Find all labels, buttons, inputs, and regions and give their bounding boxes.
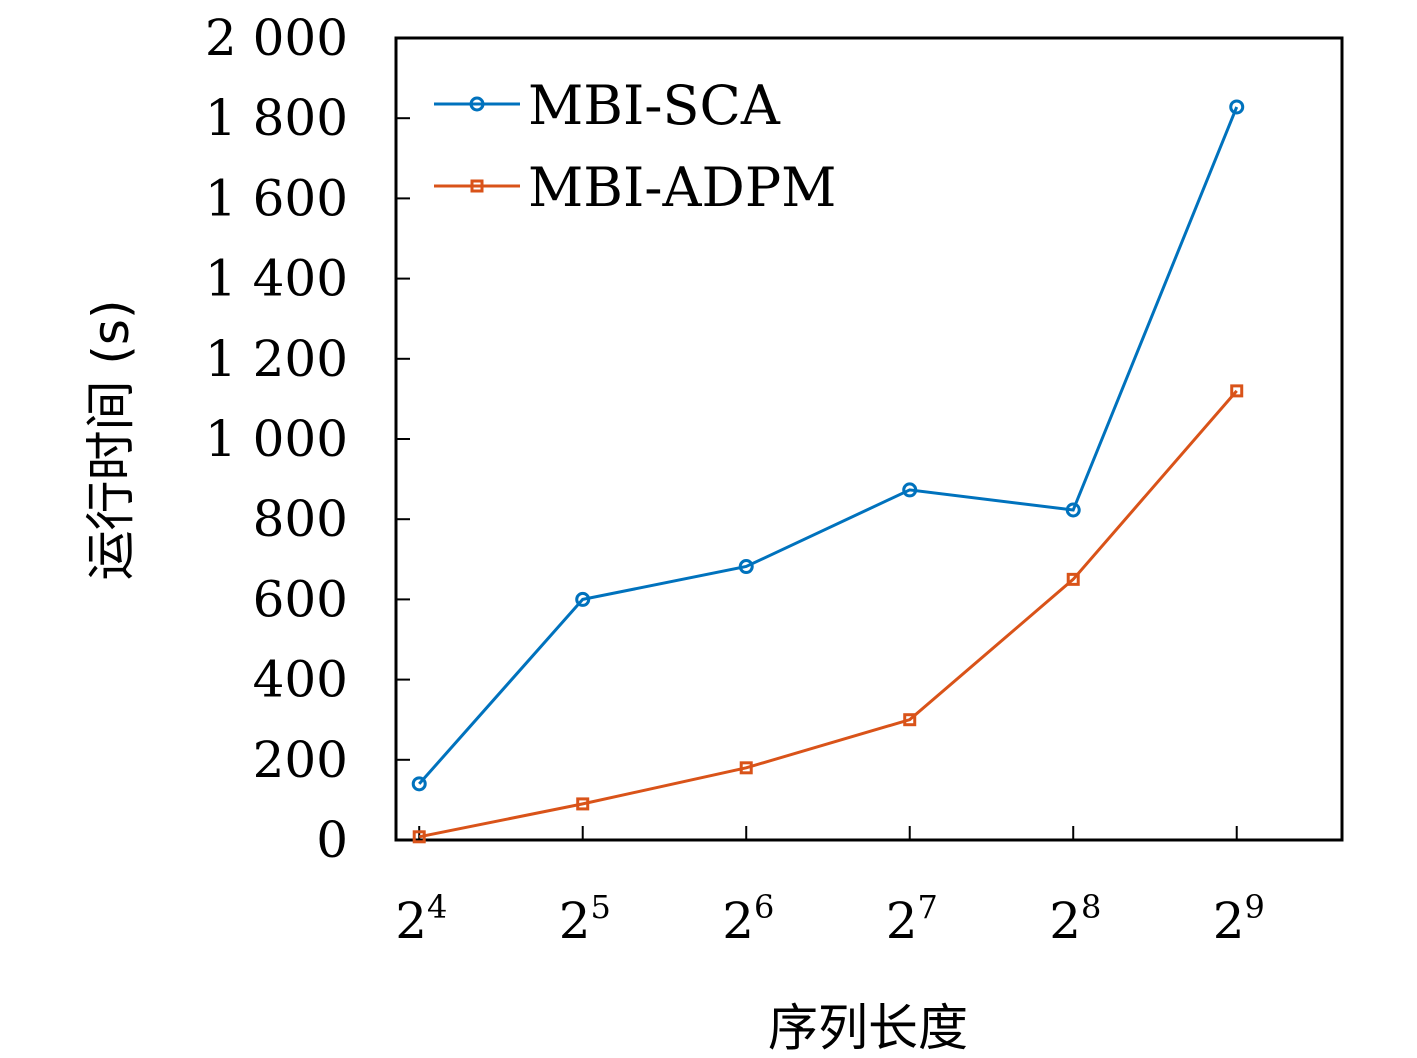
- series-line-1: [418, 106, 1239, 785]
- x-tick-label: 28: [1049, 888, 1101, 950]
- y-tick-label: 1 400: [205, 250, 348, 308]
- y-tick-label: 0: [316, 811, 348, 869]
- data-point: [902, 482, 918, 498]
- y-tick-label: 600: [253, 570, 348, 628]
- data-point: [903, 713, 917, 727]
- data-point: [1066, 572, 1080, 586]
- y-tick-label: 800: [253, 490, 348, 548]
- x-tick-label: 24: [395, 888, 447, 950]
- y-tick-label: 1 800: [205, 89, 348, 147]
- y-tick-label: 200: [253, 731, 348, 789]
- series-line-2: [418, 389, 1238, 839]
- data-point: [738, 559, 754, 575]
- legend-label: MBI-ADPM: [528, 156, 836, 219]
- y-axis-title: 运行时间 (s): [82, 300, 140, 581]
- data-point: [575, 591, 591, 607]
- x-tick-label: 29: [1213, 888, 1265, 950]
- y-tick-label: 1 200: [205, 330, 348, 388]
- y-tick-label: 400: [253, 651, 348, 709]
- data-point: [739, 761, 753, 775]
- data-point: [1065, 502, 1081, 518]
- data-point: [1229, 99, 1245, 115]
- data-point: [1230, 384, 1244, 398]
- legend: MBI-SCA MBI-ADPM: [434, 74, 836, 219]
- legend-marker: [469, 96, 485, 112]
- data-point: [412, 830, 426, 844]
- y-tick-label: 2 000: [205, 9, 348, 67]
- legend-marker: [470, 179, 484, 193]
- x-axis-title: 序列长度: [768, 999, 968, 1057]
- y-axis: 0 200 400 600 800 1 000 1 200 1 400 1 600 1 800 2 …: [205, 9, 410, 869]
- x-axis: 24 25 26 27 28 29: [395, 826, 1265, 950]
- data-point: [576, 797, 590, 811]
- legend-label: MBI-SCA: [528, 74, 781, 137]
- y-tick-label: 1 600: [205, 169, 348, 227]
- x-tick-label: 26: [722, 888, 774, 950]
- y-tick-label: 1 000: [205, 410, 348, 468]
- data-point: [411, 776, 427, 792]
- series-layer: [411, 99, 1245, 844]
- x-tick-label: 25: [559, 888, 611, 950]
- x-tick-label: 27: [886, 888, 938, 950]
